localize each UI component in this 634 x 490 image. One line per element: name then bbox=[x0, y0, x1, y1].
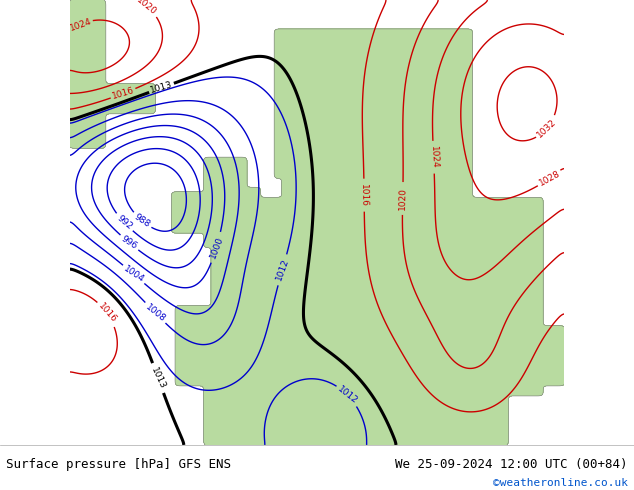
Text: 1000: 1000 bbox=[208, 235, 224, 260]
Text: 1016: 1016 bbox=[111, 86, 136, 101]
Text: 1020: 1020 bbox=[398, 187, 408, 210]
Text: 1013: 1013 bbox=[149, 366, 167, 391]
Text: 1004: 1004 bbox=[122, 264, 146, 284]
Text: 1032: 1032 bbox=[535, 117, 559, 139]
Text: We 25-09-2024 12:00 UTC (00+84): We 25-09-2024 12:00 UTC (00+84) bbox=[395, 458, 628, 470]
Text: 1016: 1016 bbox=[359, 184, 369, 207]
Text: ©weatheronline.co.uk: ©weatheronline.co.uk bbox=[493, 478, 628, 488]
Text: 1028: 1028 bbox=[537, 169, 562, 188]
Text: 1012: 1012 bbox=[335, 384, 359, 406]
Text: 1013: 1013 bbox=[149, 80, 174, 96]
Text: 988: 988 bbox=[133, 212, 152, 229]
Text: 992: 992 bbox=[115, 214, 134, 231]
Text: 1020: 1020 bbox=[135, 0, 158, 17]
Text: 1024: 1024 bbox=[68, 17, 93, 32]
Text: 996: 996 bbox=[120, 234, 139, 251]
Text: 1008: 1008 bbox=[143, 302, 167, 323]
Text: 1024: 1024 bbox=[429, 146, 439, 169]
Text: 1012: 1012 bbox=[275, 258, 290, 282]
Text: Surface pressure [hPa] GFS ENS: Surface pressure [hPa] GFS ENS bbox=[6, 458, 231, 470]
Text: 1016: 1016 bbox=[96, 302, 118, 325]
